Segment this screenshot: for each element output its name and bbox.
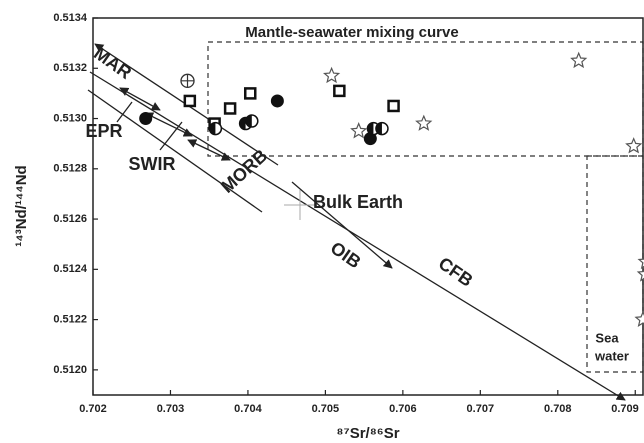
marker bbox=[387, 99, 400, 113]
marker bbox=[223, 102, 237, 115]
annotation: water bbox=[594, 348, 629, 363]
annotation: Bulk Earth bbox=[313, 192, 403, 212]
point bbox=[415, 114, 433, 131]
annotation: SWIR bbox=[129, 154, 176, 174]
marker bbox=[570, 51, 588, 69]
annotation: MORB bbox=[217, 145, 271, 197]
y-tick-label: 0.5126 bbox=[53, 213, 87, 225]
marker-fill bbox=[239, 117, 246, 130]
x-tick-label: 0.709 bbox=[611, 403, 639, 415]
point bbox=[270, 94, 284, 108]
marker bbox=[415, 114, 433, 131]
y-tick-label: 0.5130 bbox=[53, 112, 87, 124]
marker bbox=[270, 94, 284, 108]
swir-line bbox=[87, 89, 263, 213]
mixing-box bbox=[207, 41, 644, 157]
y-tick-label: 0.5122 bbox=[53, 314, 87, 326]
annotation: CFB bbox=[435, 253, 477, 291]
point bbox=[139, 112, 153, 126]
marker bbox=[637, 257, 644, 270]
point bbox=[223, 102, 237, 115]
marker bbox=[322, 66, 341, 84]
marker bbox=[625, 137, 643, 154]
marker-fill bbox=[375, 122, 382, 135]
marker bbox=[139, 112, 153, 126]
x-tick-label: 0.707 bbox=[467, 403, 495, 415]
point bbox=[333, 84, 346, 98]
x-axis-label: ⁸⁷Sr/⁸⁶Sr bbox=[336, 425, 399, 442]
point bbox=[350, 122, 368, 139]
marker bbox=[350, 122, 368, 139]
point bbox=[183, 94, 197, 108]
y-tick-label: 0.5120 bbox=[53, 364, 87, 376]
annotation: EPR bbox=[85, 121, 122, 141]
oib-arrow bbox=[291, 181, 393, 269]
point bbox=[363, 132, 377, 146]
point bbox=[180, 73, 195, 88]
marker-fill bbox=[245, 115, 252, 128]
y-axis-label: ¹⁴³Nd/¹⁴⁴Nd bbox=[13, 165, 30, 246]
point bbox=[208, 121, 223, 136]
cfb-line bbox=[89, 71, 626, 401]
point bbox=[322, 66, 341, 84]
marker bbox=[333, 84, 346, 98]
point bbox=[375, 121, 389, 136]
double-arrow bbox=[119, 87, 161, 111]
point bbox=[637, 257, 644, 270]
plot-frame bbox=[92, 17, 644, 396]
annotation: OIB bbox=[327, 238, 365, 273]
marker bbox=[363, 132, 377, 146]
pointer bbox=[159, 121, 183, 151]
marker-fill bbox=[367, 122, 374, 135]
marker bbox=[183, 94, 197, 108]
y-tick-label: 0.5134 bbox=[53, 12, 88, 24]
pointer bbox=[116, 101, 133, 123]
point bbox=[634, 310, 644, 327]
point bbox=[245, 114, 259, 128]
y-tick-label: 0.5124 bbox=[53, 263, 88, 275]
marker bbox=[636, 268, 644, 282]
y-tick-label: 0.5132 bbox=[53, 62, 87, 74]
point bbox=[570, 51, 588, 69]
x-tick-label: 0.706 bbox=[389, 403, 417, 415]
point bbox=[387, 99, 400, 113]
annotation: Sea bbox=[595, 330, 619, 345]
point bbox=[625, 137, 643, 154]
chart-title: Mantle-seawater mixing curve bbox=[245, 24, 458, 41]
y-tick-label: 0.5128 bbox=[53, 163, 87, 175]
x-tick-label: 0.704 bbox=[234, 403, 262, 415]
marker-cross bbox=[181, 74, 195, 88]
marker bbox=[634, 310, 644, 327]
x-tick-label: 0.702 bbox=[79, 403, 107, 415]
marker bbox=[244, 87, 257, 100]
double-arrow bbox=[144, 112, 193, 137]
x-tick-label: 0.708 bbox=[544, 403, 572, 415]
x-tick-label: 0.705 bbox=[312, 403, 340, 415]
point bbox=[636, 268, 644, 282]
marker-fill bbox=[209, 122, 216, 135]
point bbox=[244, 87, 257, 100]
double-arrow bbox=[187, 139, 231, 161]
x-tick-label: 0.703 bbox=[157, 403, 185, 415]
